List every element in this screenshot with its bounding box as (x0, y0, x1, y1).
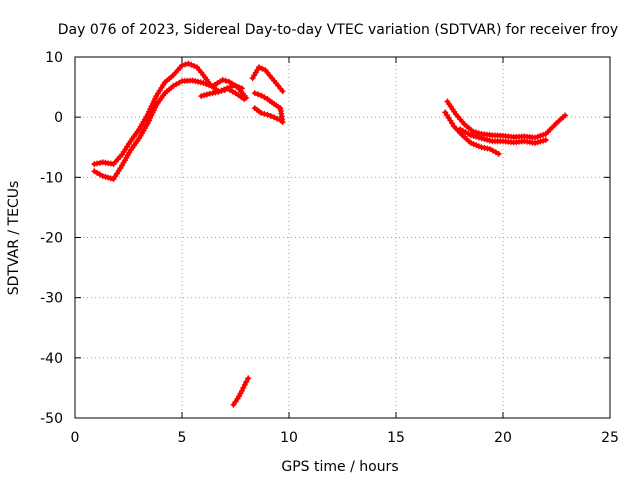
data-point (261, 110, 268, 117)
y-tick-label: -50 (40, 411, 63, 427)
x-tick-label: 15 (387, 430, 405, 446)
y-tick-label: 0 (54, 110, 63, 126)
series-track-b-bottom (251, 105, 284, 124)
data-point (218, 87, 225, 94)
data-point (222, 77, 229, 84)
data-point (475, 143, 482, 150)
data-point (201, 92, 208, 99)
data-point (241, 96, 248, 103)
data-point (470, 141, 477, 148)
data-point (102, 173, 109, 180)
data-point (258, 110, 265, 116)
data-point (219, 76, 226, 83)
data-point (532, 140, 539, 146)
data-point (105, 174, 112, 181)
data-series (91, 60, 569, 408)
data-point (185, 60, 192, 67)
data-point (191, 63, 198, 69)
series-track-b-upper (249, 64, 286, 95)
series-track-a-mid (198, 85, 248, 103)
y-tick-label: 10 (45, 50, 63, 66)
series-track-a-upper (91, 60, 245, 168)
data-point (99, 173, 106, 180)
data-point (542, 137, 549, 143)
series-track-d-upper (444, 98, 569, 141)
data-point (277, 117, 284, 124)
data-point (532, 134, 539, 141)
series-track-d-mid (457, 126, 549, 146)
data-point (267, 113, 274, 119)
data-point (467, 140, 474, 146)
x-tick-label: 20 (494, 430, 512, 446)
data-point (221, 86, 228, 93)
data-point (256, 64, 262, 71)
data-point (198, 93, 205, 100)
series-track-b-lower (251, 90, 286, 125)
data-point (107, 175, 114, 182)
series-track-c (230, 375, 252, 408)
data-point (475, 134, 482, 141)
series-track-d-lower (442, 109, 502, 157)
y-tick-label: -20 (40, 231, 63, 247)
data-point (486, 137, 493, 144)
y-tick-label: -30 (40, 291, 63, 307)
data-point (537, 132, 544, 139)
data-point (182, 61, 189, 68)
data-point (203, 81, 210, 88)
x-tick-label: 5 (178, 430, 187, 446)
data-point (204, 91, 210, 98)
data-point (274, 115, 281, 122)
data-point (150, 98, 157, 105)
data-point (481, 136, 488, 142)
data-point (540, 131, 547, 138)
data-point (261, 94, 268, 101)
x-tick-label: 0 (71, 430, 80, 446)
data-point (534, 139, 541, 146)
data-point (495, 150, 502, 157)
data-point (251, 90, 258, 97)
data-point (478, 135, 485, 142)
data-point (470, 133, 477, 139)
data-point (206, 82, 213, 89)
y-tick-label: -40 (40, 351, 63, 367)
data-point (188, 61, 195, 68)
data-point (279, 88, 286, 95)
data-point (259, 65, 266, 72)
data-point (264, 111, 271, 118)
axis-ticks: 0 5 10 15 20 25 10 0 -10 -20 -30 -40 -50 (40, 50, 619, 446)
data-point (200, 79, 207, 86)
data-point (179, 62, 185, 69)
data-point (258, 92, 265, 99)
data-point (562, 112, 569, 119)
x-axis-label: GPS time / hours (281, 459, 398, 475)
series-track-a-lower (91, 76, 250, 183)
data-point (150, 107, 157, 114)
data-point (215, 88, 222, 95)
data-point (232, 398, 239, 405)
series-line (92, 77, 249, 182)
x-tick-label: 10 (280, 430, 298, 446)
data-point (243, 378, 250, 385)
data-point (245, 375, 252, 382)
chart-title: Day 076 of 2023, Sidereal Day-to-day VTE… (58, 22, 618, 38)
y-axis-label: SDTVAR / TECUs (6, 181, 22, 296)
data-point (537, 138, 544, 145)
data-point (534, 133, 541, 140)
y-tick-label: -10 (40, 170, 63, 186)
data-point (467, 132, 474, 139)
grid-lines (75, 57, 610, 418)
data-point (271, 114, 277, 121)
data-point (540, 137, 547, 144)
data-point (255, 91, 261, 98)
x-tick-label: 25 (601, 430, 619, 446)
